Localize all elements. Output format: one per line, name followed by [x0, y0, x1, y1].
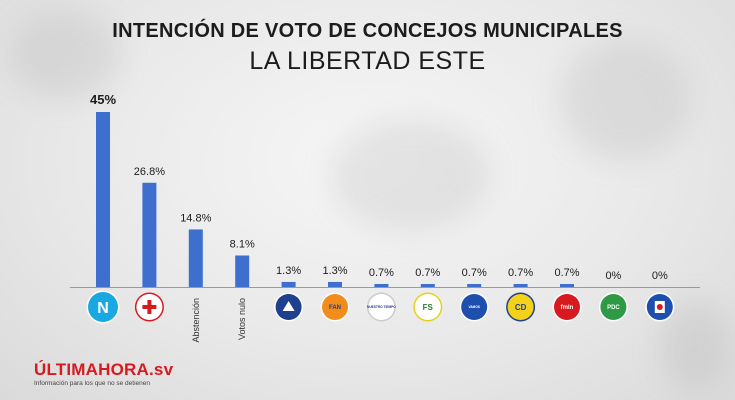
cd-party-icon: CD [515, 303, 527, 312]
bar [142, 182, 157, 287]
data-label: 26.8% [134, 166, 165, 178]
data-label: 1.3% [276, 265, 301, 277]
chart-subtitle: LA LIBERTAD ESTE [249, 47, 486, 75]
bar [374, 284, 389, 287]
data-label: 0.7% [554, 267, 579, 279]
bar [560, 284, 574, 287]
nuevas-ideas-icon: N [97, 300, 109, 317]
bar [328, 281, 342, 287]
background-shape [330, 120, 490, 230]
data-label: 45% [90, 92, 116, 107]
cd-party-icon [507, 294, 534, 320]
category-label: Abstención [191, 298, 201, 343]
data-label: 0.7% [415, 267, 440, 279]
background-shape [10, 10, 120, 100]
fmln-party-icon [554, 294, 580, 320]
nuevas-ideas-icon [88, 292, 118, 322]
data-label: 0.7% [462, 267, 487, 279]
chart-title: INTENCIÓN DE VOTO DE CONCEJOS MUNICIPALE… [112, 20, 623, 42]
data-label: 0.7% [369, 267, 394, 279]
logo-tagline: Información para los que no se detienen [34, 380, 150, 387]
bar [467, 284, 482, 287]
bar [96, 112, 110, 287]
nuestro-tiempo-icon [368, 294, 395, 320]
pdc-party-icon [600, 294, 627, 320]
flag-party-icon [656, 304, 663, 310]
fs-party-icon: FS [423, 303, 434, 312]
data-label: 0% [605, 270, 621, 282]
bar [188, 229, 203, 287]
data-label: 1.3% [322, 265, 347, 277]
fan-party-icon [322, 294, 348, 320]
bar [281, 281, 296, 287]
data-label: 0.7% [508, 267, 533, 279]
data-label: 14.8% [180, 212, 211, 224]
bar [420, 284, 435, 287]
cross-party-icon [147, 300, 152, 314]
data-label: 0% [652, 270, 668, 282]
bar [235, 255, 250, 287]
fs-party-icon [414, 294, 441, 320]
fmln-party-icon: fmln [561, 305, 574, 311]
triangle-party-icon [282, 301, 295, 311]
vamos-party-icon: VAMOS [468, 305, 479, 309]
background-shape [560, 40, 690, 160]
data-label: 8.1% [230, 239, 255, 251]
category-label: Votos nulo [237, 298, 247, 340]
bar [513, 284, 528, 287]
fan-party-icon: FAN [329, 305, 341, 311]
ultimahora-logo: ÚLTIMAHORA.sv [34, 360, 174, 379]
nuestro-tiempo-icon: NUESTRO TIEMPO [367, 305, 396, 309]
vamos-party-icon [461, 294, 488, 320]
pdc-party-icon: PDC [607, 305, 620, 311]
